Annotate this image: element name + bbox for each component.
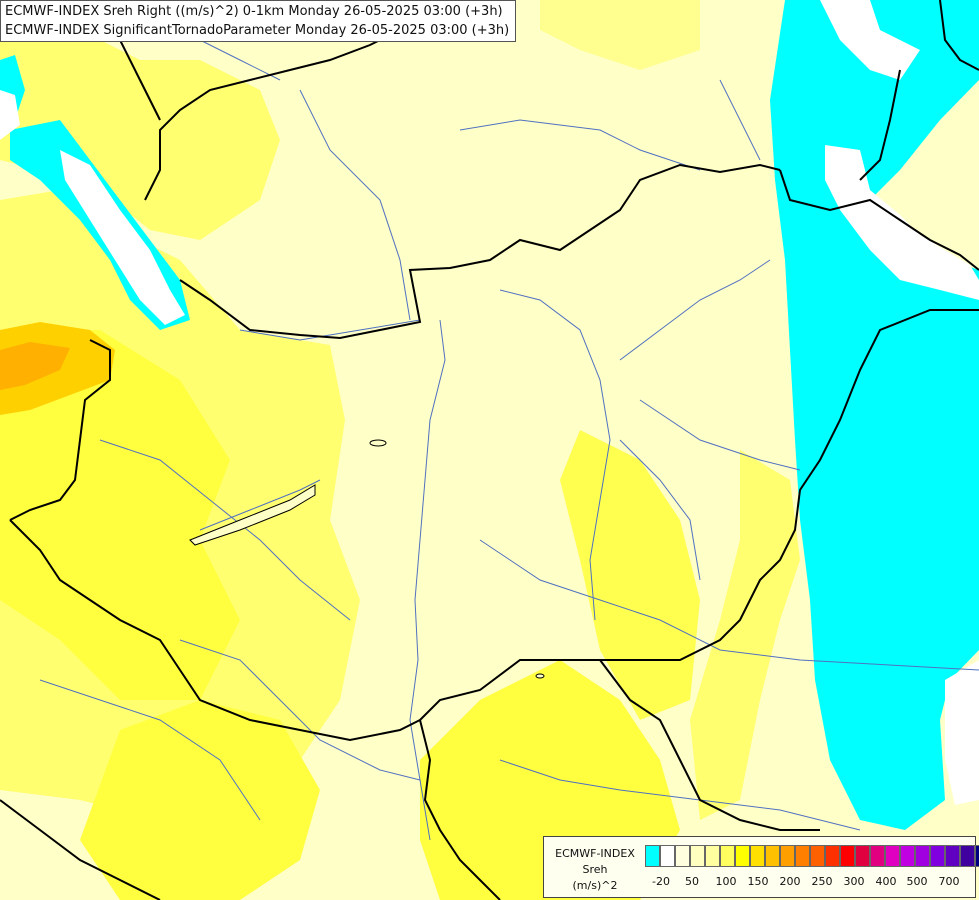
legend-tick-label: 50 [685,875,699,888]
legend-swatch [675,845,690,867]
lakes [189,439,545,679]
border-south-lower [0,799,161,900]
legend-parameter: Sreh [582,863,608,876]
legend-swatch [660,845,675,867]
legend-tick-label: 250 [811,875,833,888]
border-central-north [179,163,781,340]
legend-tick-label: 700 [938,875,960,888]
field-orange-inner [0,342,70,390]
field-southwest-yellow [0,330,240,700]
map-title-box: ECMWF-INDEX Sreh Right ((m/s)^2) 0-1km M… [0,0,516,42]
legend-swatch [705,845,720,867]
field-east-yellow [690,450,800,820]
legend-swatch [795,845,810,867]
legend-unit: (m/s)^2 [572,879,618,892]
legend-swatch [690,845,705,867]
legend-tick-label: -20 [652,875,670,888]
legend-tick-label: 400 [875,875,897,888]
legend-model: ECMWF-INDEX [555,847,635,860]
legend-swatch [765,845,780,867]
legend-swatch [645,845,660,867]
border-southwest [9,519,421,742]
border-northeast-2 [859,69,901,181]
color-legend: ECMWF-INDEX Sreh (m/s)^2 -20 50 100 150 200 2… [543,836,979,898]
legend-swatch [930,845,945,867]
legend-swatch [945,845,960,867]
rivers [39,39,979,841]
legend-tick-label: 200 [779,875,801,888]
legend-swatch [855,845,870,867]
border-northeast [939,0,979,71]
legend-swatch [720,845,735,867]
legend-swatch [870,845,885,867]
legend-swatch [780,845,795,867]
title-line-2: ECMWF-INDEX SignificantTornadoParameter … [5,23,510,38]
legend-swatch [810,845,825,867]
legend-tick-label: 500 [906,875,928,888]
border-east [779,169,979,271]
legend-swatch [915,845,930,867]
field-white-west [60,150,185,325]
border-east-inner [419,309,979,721]
legend-swatch [750,845,765,867]
field-north-yellow [540,0,700,70]
legend-swatch [840,845,855,867]
legend-swatch [885,845,900,867]
border-south [419,719,501,900]
border-north [144,29,401,201]
legend-swatch [960,845,975,867]
field-northwest-yellow [0,30,280,240]
border-southeast [599,659,820,831]
field-southeast-yellow [560,430,700,720]
legend-swatch [735,845,750,867]
field-white-southeast [945,660,979,805]
field-white-northeast [820,0,920,80]
legend-tick-label: 300 [843,875,865,888]
field-white-northwest [0,90,20,140]
legend-tick-label: 100 [715,875,737,888]
legend-swatch [975,845,979,867]
field-south-yellow [80,700,320,900]
legend-swatch [900,845,915,867]
border-west [9,339,111,521]
legend-tick-label: 150 [747,875,769,888]
title-line-1: ECMWF-INDEX Sreh Right ((m/s)^2) 0-1km M… [5,4,503,19]
legend-swatch [825,845,840,867]
